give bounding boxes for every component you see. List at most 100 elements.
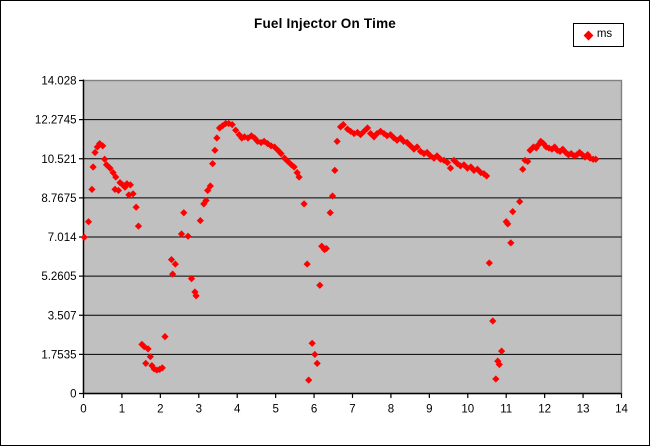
data-point-marker xyxy=(331,166,339,174)
data-point-marker xyxy=(134,222,143,230)
data-point-marker xyxy=(495,360,503,369)
data-point-marker xyxy=(102,161,111,169)
data-point-marker xyxy=(106,164,114,172)
x-tick-label: 11 xyxy=(500,404,512,416)
data-point-marker xyxy=(456,162,465,170)
data-point-marker xyxy=(473,165,481,173)
data-point-marker xyxy=(305,376,313,384)
data-point-marker xyxy=(158,364,166,372)
data-point-marker xyxy=(274,146,282,154)
data-point-marker xyxy=(112,173,120,181)
data-point-marker xyxy=(211,146,219,154)
data-point-marker xyxy=(453,160,462,168)
x-tick-label: 4 xyxy=(234,404,241,416)
data-point-marker xyxy=(443,158,452,167)
data-point-marker xyxy=(270,143,279,151)
data-point-marker xyxy=(366,129,375,138)
y-tick-label: 14.028 xyxy=(41,76,76,88)
data-point-marker xyxy=(213,134,221,142)
y-tick-label: 12.2745 xyxy=(35,115,77,127)
data-point-marker xyxy=(184,232,192,240)
data-point-marker xyxy=(148,362,156,370)
x-tick-label: 12 xyxy=(538,404,551,416)
data-point-marker xyxy=(592,155,600,163)
data-point-marker xyxy=(146,353,154,361)
data-point-marker xyxy=(99,142,107,150)
x-tick-label: 13 xyxy=(577,404,590,416)
data-point-marker xyxy=(202,196,210,205)
data-point-marker xyxy=(370,133,378,141)
x-tick-label: 1 xyxy=(119,404,125,416)
data-point-marker xyxy=(280,154,289,162)
data-point-marker xyxy=(542,143,550,151)
data-point-marker xyxy=(287,161,295,169)
data-point-marker xyxy=(492,375,500,383)
data-point-marker xyxy=(132,203,140,211)
x-tick-label: 0 xyxy=(80,404,86,416)
data-point-marker xyxy=(548,145,556,153)
data-point-marker xyxy=(570,152,578,160)
data-point-marker xyxy=(400,137,408,145)
data-point-marker xyxy=(509,208,517,216)
data-point-marker xyxy=(386,131,395,139)
data-point-marker xyxy=(303,260,311,268)
data-point-marker xyxy=(450,156,458,164)
y-tick-label: 8.7675 xyxy=(41,193,76,205)
data-point-marker xyxy=(161,333,169,341)
data-point-marker xyxy=(142,359,150,367)
data-point-marker xyxy=(467,163,475,171)
data-point-marker xyxy=(228,121,236,129)
data-point-marker xyxy=(406,142,415,150)
data-point-marker xyxy=(507,239,515,247)
data-point-marker xyxy=(433,152,441,160)
data-point-marker xyxy=(519,165,527,173)
data-point-marker xyxy=(498,347,506,355)
data-point-marker xyxy=(423,148,431,157)
data-point-marker xyxy=(313,359,321,367)
data-point-marker xyxy=(562,148,570,157)
data-point-marker xyxy=(350,129,358,138)
data-point-marker xyxy=(295,173,303,181)
data-point-marker xyxy=(209,160,217,168)
data-point-marker xyxy=(413,143,421,151)
y-tick-label: 1.7535 xyxy=(41,349,76,361)
data-point-marker xyxy=(277,150,285,158)
data-point-marker xyxy=(339,121,347,129)
y-tick-label: 5.2605 xyxy=(41,271,76,283)
data-point-marker xyxy=(263,139,272,148)
data-point-marker xyxy=(232,126,240,134)
data-point-marker xyxy=(380,129,388,138)
data-point-marker xyxy=(253,137,262,145)
data-point-marker xyxy=(311,350,319,359)
data-point-marker xyxy=(446,164,455,172)
data-point-marker xyxy=(144,345,152,353)
x-tick-label: 9 xyxy=(426,404,432,416)
legend: ms xyxy=(573,23,624,47)
data-point-marker xyxy=(322,244,330,253)
data-point-marker xyxy=(140,343,148,351)
data-point-marker xyxy=(516,198,524,206)
legend-diamond-marker-icon xyxy=(583,30,594,40)
x-tick-label: 3 xyxy=(196,404,202,416)
data-point-marker xyxy=(504,220,512,228)
data-point-marker xyxy=(551,143,559,151)
data-point-marker xyxy=(534,141,543,149)
x-tick-label: 8 xyxy=(388,404,394,416)
data-point-marker xyxy=(290,163,298,171)
data-point-marker xyxy=(485,259,493,267)
y-tick-label: 10.521 xyxy=(41,154,76,166)
data-point-marker xyxy=(343,125,352,133)
data-point-marker xyxy=(440,156,448,164)
data-point-marker xyxy=(177,230,186,238)
data-point-marker xyxy=(403,138,411,147)
data-point-marker xyxy=(169,270,177,278)
chart-title: Fuel Injector On Time xyxy=(254,16,396,31)
data-point-marker xyxy=(308,339,316,347)
x-tick-label: 14 xyxy=(615,404,628,416)
x-tick-label: 2 xyxy=(157,404,163,416)
data-point-marker xyxy=(483,172,491,180)
data-point-marker xyxy=(539,139,548,148)
data-point-marker xyxy=(257,138,265,147)
